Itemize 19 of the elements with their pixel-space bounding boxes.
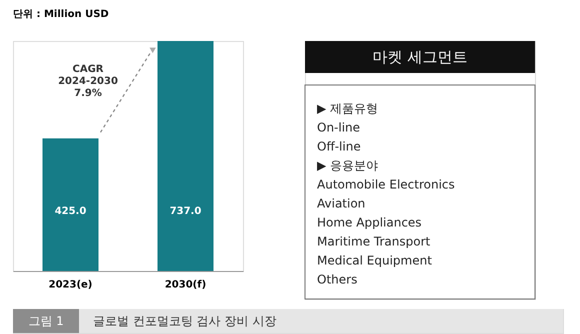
text: Maritime Transport xyxy=(317,234,431,248)
text: Medical Equipment xyxy=(317,254,432,268)
annotation: CAGR 2024-2030 7.9% xyxy=(58,64,118,99)
text: ▶ 제품유형 xyxy=(317,102,378,116)
data-label: 737.0 xyxy=(170,206,202,217)
text: Home Appliances xyxy=(317,216,422,230)
text: Others xyxy=(317,272,358,286)
text: On-line xyxy=(317,120,360,134)
data-label: 425.0 xyxy=(54,206,86,217)
text: ▶ 응용분야 xyxy=(317,158,378,172)
text: Off-line xyxy=(317,140,361,154)
x-tick-label: 2023(e) xyxy=(48,280,92,290)
x-tick-label: 2030(f) xyxy=(164,280,206,290)
y-axis-title: 단위 : Million USD xyxy=(13,9,109,20)
caption: 그림 1 xyxy=(28,314,64,328)
text: Aviation xyxy=(317,196,366,210)
text: 글로벌 컨포멀코팅 검사 장비 시장 xyxy=(93,314,276,328)
text: 마켓 세그먼트 xyxy=(372,48,468,66)
text: Automobile Electronics xyxy=(317,178,455,192)
